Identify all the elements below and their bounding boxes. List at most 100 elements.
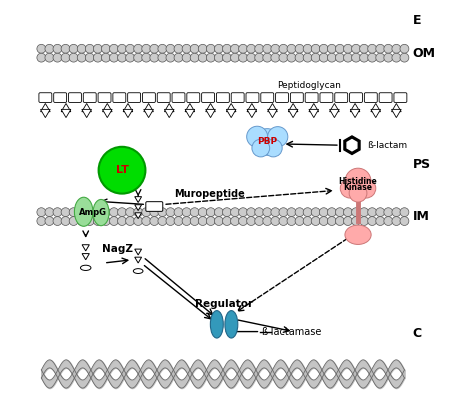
FancyBboxPatch shape (157, 93, 170, 102)
Polygon shape (144, 109, 154, 118)
Circle shape (69, 53, 78, 62)
Circle shape (376, 208, 385, 217)
Text: OM: OM (412, 47, 436, 60)
Circle shape (190, 53, 199, 62)
Text: Peptidoglycan: Peptidoglycan (277, 81, 341, 90)
Circle shape (328, 44, 336, 53)
Circle shape (101, 208, 110, 217)
Circle shape (222, 217, 231, 225)
Circle shape (352, 53, 360, 62)
Polygon shape (123, 109, 133, 118)
Polygon shape (135, 257, 142, 263)
Circle shape (328, 208, 336, 217)
FancyBboxPatch shape (275, 93, 289, 102)
Circle shape (319, 53, 328, 62)
Circle shape (279, 53, 288, 62)
Circle shape (174, 44, 183, 53)
Polygon shape (371, 103, 381, 112)
Circle shape (126, 44, 135, 53)
Circle shape (246, 217, 255, 225)
Polygon shape (61, 109, 71, 118)
Circle shape (69, 208, 78, 217)
Circle shape (150, 44, 159, 53)
Circle shape (311, 217, 320, 225)
Ellipse shape (133, 269, 143, 274)
Circle shape (101, 44, 110, 53)
Circle shape (45, 53, 54, 62)
Text: PBP: PBP (257, 137, 277, 146)
Polygon shape (206, 103, 215, 112)
Circle shape (206, 208, 215, 217)
FancyBboxPatch shape (39, 93, 52, 102)
FancyBboxPatch shape (365, 93, 377, 102)
Circle shape (37, 44, 46, 53)
Circle shape (336, 208, 344, 217)
Circle shape (287, 208, 296, 217)
Circle shape (263, 208, 272, 217)
FancyBboxPatch shape (201, 93, 215, 102)
Polygon shape (329, 103, 339, 112)
Ellipse shape (225, 310, 238, 338)
Text: C: C (412, 327, 422, 340)
Circle shape (53, 217, 62, 225)
FancyBboxPatch shape (320, 93, 333, 102)
Circle shape (344, 53, 352, 62)
Circle shape (295, 53, 304, 62)
Circle shape (328, 217, 336, 225)
Circle shape (134, 208, 143, 217)
Circle shape (336, 53, 344, 62)
Circle shape (254, 129, 281, 155)
Circle shape (182, 208, 191, 217)
Polygon shape (268, 109, 277, 118)
Polygon shape (392, 109, 401, 118)
Text: E: E (412, 14, 421, 27)
Polygon shape (135, 213, 142, 219)
Circle shape (319, 217, 328, 225)
Text: Muropeptide: Muropeptide (174, 189, 245, 200)
Circle shape (158, 208, 167, 217)
Circle shape (93, 44, 102, 53)
Circle shape (69, 217, 78, 225)
Circle shape (126, 208, 135, 217)
Circle shape (37, 53, 46, 62)
Circle shape (134, 44, 143, 53)
Circle shape (53, 53, 62, 62)
Polygon shape (371, 109, 381, 118)
Circle shape (61, 217, 70, 225)
Circle shape (214, 44, 223, 53)
FancyBboxPatch shape (172, 93, 185, 102)
Circle shape (271, 53, 280, 62)
Circle shape (222, 208, 231, 217)
Circle shape (61, 208, 70, 217)
Circle shape (352, 208, 360, 217)
Circle shape (279, 44, 288, 53)
Polygon shape (123, 103, 133, 112)
Circle shape (268, 127, 288, 147)
Circle shape (400, 208, 409, 217)
Circle shape (271, 208, 280, 217)
Circle shape (295, 208, 304, 217)
Circle shape (360, 217, 368, 225)
Circle shape (328, 53, 336, 62)
Circle shape (345, 168, 371, 194)
Circle shape (279, 217, 288, 225)
Circle shape (303, 53, 312, 62)
Circle shape (344, 208, 352, 217)
Polygon shape (135, 197, 142, 202)
Polygon shape (344, 136, 360, 155)
Circle shape (246, 53, 255, 62)
Circle shape (214, 53, 223, 62)
Circle shape (238, 53, 247, 62)
Bar (37, 49, 409, 58)
Circle shape (198, 217, 207, 225)
Circle shape (311, 208, 320, 217)
Polygon shape (247, 109, 257, 118)
Circle shape (356, 179, 376, 198)
Circle shape (311, 53, 320, 62)
Circle shape (150, 53, 159, 62)
Polygon shape (40, 103, 50, 112)
Polygon shape (185, 109, 195, 118)
Circle shape (384, 44, 393, 53)
Circle shape (252, 139, 270, 157)
Circle shape (255, 44, 264, 53)
